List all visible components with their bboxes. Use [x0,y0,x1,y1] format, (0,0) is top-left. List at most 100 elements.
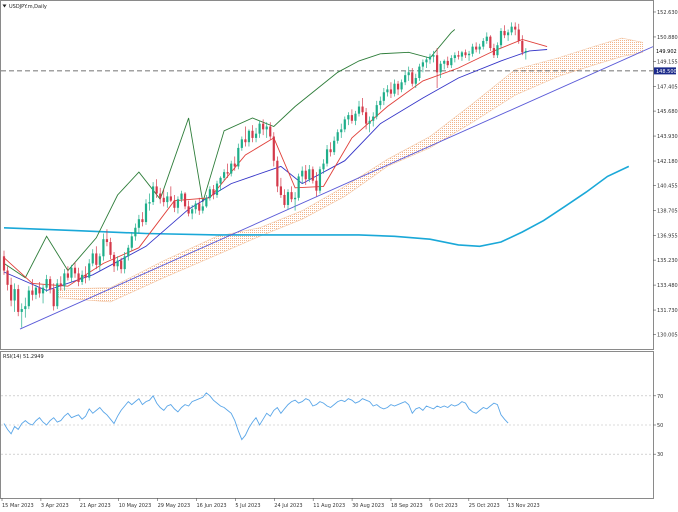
candle [173,194,176,213]
candle-body [340,129,343,133]
candle-body [120,260,123,270]
candle [322,159,325,174]
candle [73,262,77,278]
candle [109,237,112,260]
candle-body [496,45,499,56]
candle [194,200,197,214]
candle [485,32,488,44]
candle [20,303,23,328]
x-tick-label: 30 Aug 2023 [352,503,384,509]
candle-body [485,36,488,41]
candle [2,250,6,275]
candle-body [240,139,243,148]
chikou-path [3,29,456,279]
candle [27,286,30,310]
candle [59,276,62,291]
candle-body [183,193,187,207]
candle-body [2,256,6,271]
main-y-tick-label: 136.955 [657,234,678,240]
rsi-chart-title: RSI(14) 51.2949 [3,354,44,360]
candle [311,166,314,184]
candle-body [446,60,449,66]
candle-body [343,119,346,130]
trendline-path[interactable] [19,46,654,330]
candle [478,43,481,54]
candle-body [368,120,371,124]
main-y-tick-label: 133.480 [657,283,678,289]
candle-body [357,106,361,114]
candle-body [365,112,368,124]
candle [269,122,272,140]
candle [141,212,144,227]
candle-body [428,56,432,60]
candle [336,129,339,144]
candle [510,22,513,36]
candle [361,97,364,116]
candle [492,43,495,59]
candle [460,50,464,61]
candle-body [159,193,162,198]
candle [31,279,34,301]
tenkan-path [3,39,548,287]
candle [333,136,336,156]
candle-body [20,309,23,312]
candle-body [88,263,91,278]
candle [475,42,478,53]
x-axis: 15 Mar 2023 3 Apr 2023 21 Apr 2023 10 May 2… [1,498,540,509]
collapse-triangle-icon[interactable] [2,4,7,8]
candle-body [169,196,172,201]
candle-body [404,75,407,83]
candle-body [91,253,94,264]
candle-body [127,247,130,257]
candle [152,182,155,205]
candle [162,189,165,207]
candle-body [194,203,197,210]
candle [294,192,297,211]
candle [428,53,432,64]
candle [439,60,442,79]
candle [514,22,517,36]
candle-body [436,55,439,73]
candle [407,66,410,81]
candle [98,253,101,271]
candle-body [166,196,169,203]
candle [404,70,407,86]
candle [244,126,247,147]
candle [499,28,503,49]
x-tick-label: 21 Apr 2023 [80,503,111,509]
candle-body [503,30,506,36]
candle-body [34,287,38,295]
candle-body [130,236,133,248]
candle [421,59,424,73]
candle-body [514,26,517,30]
candle [425,56,428,69]
candle-body [254,133,258,138]
ma200-line [3,165,630,248]
candle [66,266,69,281]
cloud-area [57,38,644,302]
candle-body [262,123,265,130]
candle-body [464,52,467,56]
candle [247,129,251,147]
candle [230,160,233,177]
candle-body [333,140,336,153]
candle-body [425,59,428,63]
candle-body [13,289,16,301]
candle-body [269,126,272,137]
candle-body [84,274,87,278]
candle [482,38,485,50]
candle-body [258,123,261,134]
candle-body [219,177,222,184]
main-y-tick-label: 152.630 [657,10,678,16]
candle [457,50,460,60]
candle [382,88,385,106]
main-y-tick-label: 150.880 [657,35,678,41]
candle-body [38,287,41,294]
candle-body [109,242,112,255]
candle-body [105,239,109,243]
candle [169,186,172,203]
candle [393,79,396,97]
trendline [19,46,654,330]
candle-body [27,290,30,307]
